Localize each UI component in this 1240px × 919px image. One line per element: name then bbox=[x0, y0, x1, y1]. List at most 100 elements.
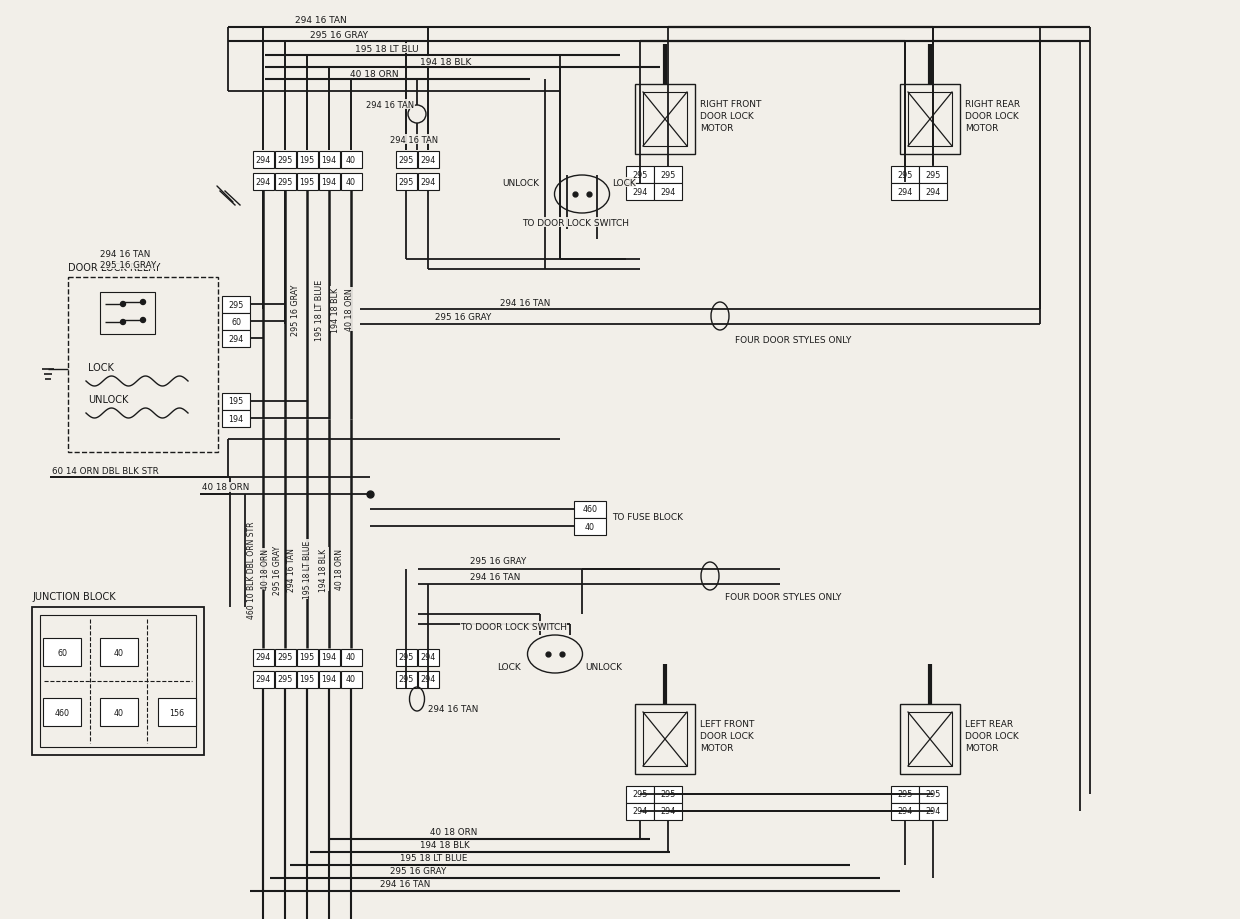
Text: 194: 194 bbox=[321, 675, 336, 684]
Text: 294: 294 bbox=[925, 807, 941, 816]
Text: 460: 460 bbox=[55, 708, 69, 717]
Text: TO FUSE BLOCK: TO FUSE BLOCK bbox=[613, 513, 683, 522]
Text: 295 16 GRAY: 295 16 GRAY bbox=[274, 545, 283, 594]
Bar bbox=[574, 501, 606, 518]
Bar bbox=[653, 786, 682, 802]
Bar bbox=[253, 671, 274, 687]
Bar bbox=[892, 786, 919, 802]
Text: 40 18 ORN: 40 18 ORN bbox=[202, 483, 249, 492]
Text: 294: 294 bbox=[661, 187, 676, 197]
Bar bbox=[341, 671, 362, 687]
Bar bbox=[32, 607, 205, 755]
Text: 295 16 GRAY: 295 16 GRAY bbox=[435, 312, 491, 321]
Bar bbox=[253, 649, 274, 665]
Bar bbox=[892, 183, 919, 200]
Bar bbox=[626, 166, 653, 183]
Circle shape bbox=[120, 320, 125, 325]
Text: JUNCTION BLOCK: JUNCTION BLOCK bbox=[32, 591, 115, 601]
Text: 294: 294 bbox=[255, 652, 270, 662]
Text: 60 14 ORN DBL BLK STR: 60 14 ORN DBL BLK STR bbox=[52, 466, 159, 475]
Text: 194 18 BLK: 194 18 BLK bbox=[420, 841, 470, 849]
Text: 294 16 TAN: 294 16 TAN bbox=[470, 572, 521, 581]
Text: 40: 40 bbox=[346, 155, 356, 165]
Bar bbox=[900, 704, 960, 774]
Text: LEFT FRONT
DOOR LOCK
MOTOR: LEFT FRONT DOOR LOCK MOTOR bbox=[701, 720, 754, 752]
Text: 195: 195 bbox=[228, 397, 243, 406]
Text: 294: 294 bbox=[925, 187, 941, 197]
Text: 295 16 GRAY: 295 16 GRAY bbox=[391, 867, 446, 876]
Text: 295: 295 bbox=[898, 170, 913, 179]
Bar bbox=[43, 698, 81, 726]
Text: 294: 294 bbox=[632, 807, 647, 816]
Text: 195 18 LT BLUE: 195 18 LT BLUE bbox=[315, 279, 325, 340]
Text: 195 18 LT BLU: 195 18 LT BLU bbox=[355, 44, 419, 53]
Text: 194: 194 bbox=[228, 414, 243, 423]
Text: FOUR DOOR STYLES ONLY: FOUR DOOR STYLES ONLY bbox=[735, 335, 852, 344]
Bar bbox=[296, 174, 317, 190]
Bar bbox=[644, 712, 687, 766]
Bar bbox=[919, 786, 947, 802]
Bar bbox=[635, 85, 694, 154]
Text: 40: 40 bbox=[114, 708, 124, 717]
Bar bbox=[296, 671, 317, 687]
Bar bbox=[574, 518, 606, 535]
Text: RIGHT REAR
DOOR LOCK
MOTOR: RIGHT REAR DOOR LOCK MOTOR bbox=[965, 100, 1021, 132]
Text: 294 16 TAN: 294 16 TAN bbox=[379, 879, 430, 889]
Text: 294 16 TAN: 294 16 TAN bbox=[100, 249, 150, 258]
Bar bbox=[900, 85, 960, 154]
Text: 294 16 TAN: 294 16 TAN bbox=[500, 298, 551, 307]
Text: 295 16 GRAY: 295 16 GRAY bbox=[290, 284, 300, 335]
Bar bbox=[653, 166, 682, 183]
Text: 295: 295 bbox=[228, 301, 244, 309]
Bar bbox=[396, 671, 417, 687]
Text: 295: 295 bbox=[661, 789, 676, 799]
Text: UNLOCK: UNLOCK bbox=[585, 662, 622, 671]
Text: 460 10 BLK DBL ORN STR: 460 10 BLK DBL ORN STR bbox=[248, 521, 257, 618]
Bar bbox=[222, 330, 250, 347]
Bar bbox=[222, 296, 250, 313]
Bar bbox=[908, 93, 952, 147]
Text: 40: 40 bbox=[346, 652, 356, 662]
Bar bbox=[274, 152, 295, 168]
Bar bbox=[418, 671, 439, 687]
Text: 295: 295 bbox=[632, 170, 647, 179]
Text: LEFT REAR
DOOR LOCK
MOTOR: LEFT REAR DOOR LOCK MOTOR bbox=[965, 720, 1019, 752]
Bar bbox=[396, 174, 417, 190]
Text: 156: 156 bbox=[170, 708, 185, 717]
Text: 294: 294 bbox=[228, 335, 243, 343]
Text: 295: 295 bbox=[661, 170, 676, 179]
Text: 60: 60 bbox=[57, 648, 67, 657]
Text: 195: 195 bbox=[299, 155, 315, 165]
Text: TO DOOR LOCK SWITCH: TO DOOR LOCK SWITCH bbox=[522, 219, 629, 227]
Bar bbox=[653, 802, 682, 820]
Bar bbox=[396, 649, 417, 665]
Bar bbox=[319, 671, 340, 687]
Bar bbox=[892, 802, 919, 820]
Bar bbox=[635, 704, 694, 774]
Text: 195 18 LT BLUE: 195 18 LT BLUE bbox=[401, 854, 467, 863]
Text: 294 16 TAN: 294 16 TAN bbox=[428, 705, 479, 714]
Bar bbox=[919, 802, 947, 820]
Text: 294: 294 bbox=[898, 807, 913, 816]
Bar bbox=[418, 152, 439, 168]
Text: 40 18 ORN: 40 18 ORN bbox=[346, 289, 355, 331]
Bar bbox=[222, 313, 250, 330]
Bar bbox=[908, 712, 952, 766]
Circle shape bbox=[140, 318, 145, 323]
Text: 295: 295 bbox=[925, 789, 941, 799]
Text: LOCK: LOCK bbox=[88, 363, 114, 372]
Text: 40: 40 bbox=[346, 675, 356, 684]
Bar bbox=[296, 152, 317, 168]
Text: 195: 195 bbox=[299, 177, 315, 187]
Bar bbox=[341, 649, 362, 665]
Text: 294: 294 bbox=[661, 807, 676, 816]
Text: 295: 295 bbox=[278, 155, 293, 165]
Text: 40: 40 bbox=[114, 648, 124, 657]
Text: 195: 195 bbox=[299, 675, 315, 684]
Bar bbox=[253, 174, 274, 190]
Bar bbox=[274, 649, 295, 665]
Text: 295: 295 bbox=[278, 675, 293, 684]
Bar bbox=[253, 152, 274, 168]
Bar bbox=[100, 292, 155, 335]
Bar bbox=[100, 698, 138, 726]
